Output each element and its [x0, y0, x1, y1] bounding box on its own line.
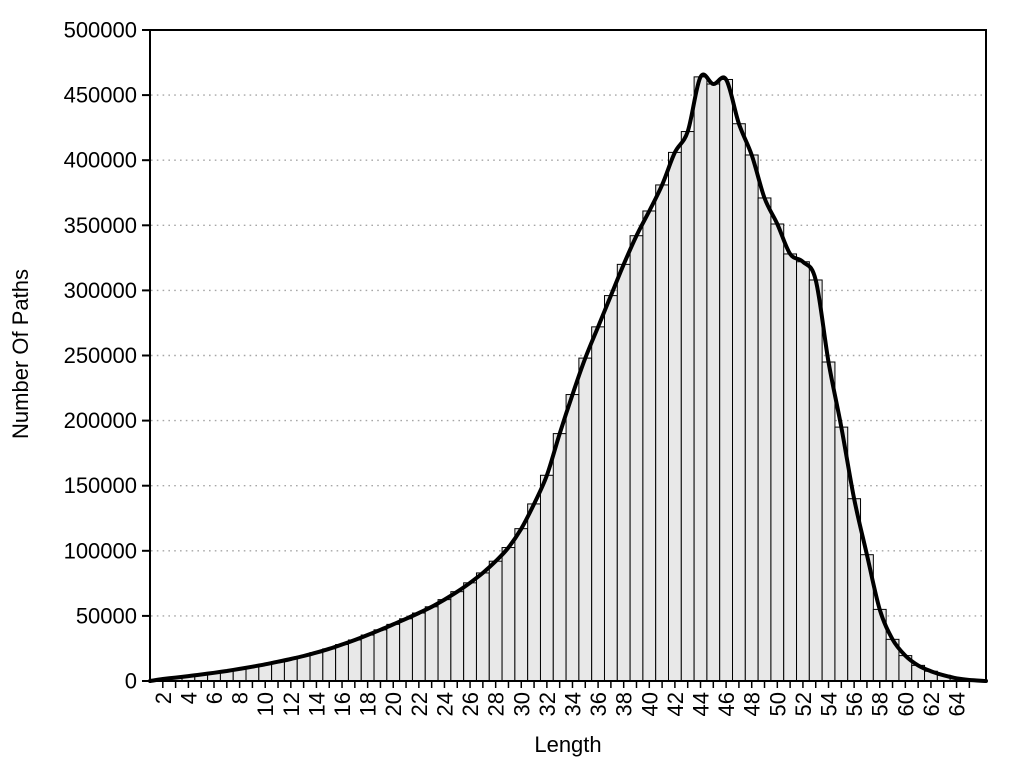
histogram-bar — [475, 572, 490, 682]
y-tick-label: 200000 — [64, 408, 137, 433]
x-tick-label: 64 — [945, 692, 970, 716]
histogram-bar — [539, 474, 554, 682]
histogram-bar — [591, 326, 605, 682]
histogram-bar — [335, 644, 349, 682]
histogram-bar — [501, 547, 516, 682]
x-tick-label: 30 — [509, 692, 534, 716]
y-tick-label: 100000 — [64, 538, 137, 563]
x-tick-label: 10 — [253, 692, 278, 716]
histogram-bar — [322, 648, 337, 682]
histogram-bar — [706, 83, 721, 682]
histogram-bar — [603, 295, 618, 682]
histogram-bar — [527, 503, 541, 682]
histogram-bar — [386, 623, 401, 682]
histogram-bar — [411, 612, 426, 682]
x-tick-label: 4 — [176, 692, 201, 704]
histogram-bar — [424, 606, 439, 682]
y-tick-label: 50000 — [76, 603, 137, 628]
x-tick-label: 18 — [356, 692, 381, 716]
x-tick-label: 28 — [484, 692, 509, 716]
y-tick-label: 300000 — [64, 278, 137, 303]
y-tick-label: 400000 — [64, 148, 137, 173]
x-tick-label: 22 — [407, 692, 432, 716]
x-tick-label: 34 — [560, 692, 585, 716]
x-tick-label: 60 — [893, 692, 918, 716]
histogram-bar — [347, 639, 362, 682]
histogram-bar — [693, 76, 708, 682]
x-tick-label: 56 — [842, 692, 867, 716]
y-tick-label: 500000 — [64, 18, 137, 43]
x-tick-label: 40 — [637, 692, 662, 716]
histogram-bar — [488, 560, 503, 682]
x-tick-label: 26 — [458, 692, 483, 716]
x-tick-label: 50 — [765, 692, 790, 716]
x-tick-label: 36 — [586, 692, 611, 716]
histogram-bar — [463, 582, 477, 682]
histogram-bar — [373, 629, 388, 682]
histogram-bar — [770, 223, 785, 682]
histogram-bar — [655, 184, 669, 682]
histogram-bar — [796, 261, 810, 682]
x-tick-label: 38 — [612, 692, 637, 716]
histogram-bar — [437, 599, 452, 682]
histogram-bar — [565, 394, 580, 682]
x-tick-label: 48 — [740, 692, 765, 716]
histogram-bar — [834, 426, 849, 682]
x-tick-label: 14 — [304, 692, 329, 716]
x-tick-label: 32 — [535, 692, 560, 716]
histogram-bar — [360, 634, 375, 682]
x-tick-label: 12 — [279, 692, 304, 716]
histogram-bar — [642, 210, 657, 682]
histogram-bar — [514, 528, 529, 682]
histogram-bar — [732, 123, 746, 682]
x-tick-label: 54 — [817, 692, 842, 716]
y-tick-label: 0 — [125, 669, 137, 694]
histogram-bar — [552, 433, 567, 682]
y-tick-label: 150000 — [64, 473, 137, 498]
x-tick-label: 62 — [919, 692, 944, 716]
histogram-bar — [757, 197, 772, 682]
x-tick-label: 46 — [714, 692, 739, 716]
y-tick-label: 250000 — [64, 343, 137, 368]
histogram-bar — [629, 235, 644, 682]
y-axis-title: Number Of Paths — [8, 269, 33, 439]
histogram-bar — [667, 151, 682, 682]
x-tick-label: 52 — [791, 692, 816, 716]
y-tick-label: 450000 — [64, 83, 137, 108]
histogram-bar — [783, 253, 798, 682]
histogram-bar — [283, 658, 298, 682]
histogram-bar — [450, 591, 465, 682]
frequency-curve — [148, 72, 988, 683]
histogram-bar — [296, 655, 311, 682]
x-tick-label: 2 — [151, 692, 176, 704]
histogram-bar — [719, 78, 734, 682]
histogram-bar — [399, 618, 413, 682]
histogram-bar — [616, 263, 631, 682]
x-tick-label: 16 — [330, 692, 355, 716]
histogram-bar — [744, 154, 759, 682]
x-tick-label: 24 — [432, 692, 457, 716]
x-tick-label: 6 — [202, 692, 227, 704]
x-axis-title: Length — [534, 732, 602, 757]
histogram-bar — [808, 279, 823, 682]
x-tick-label: 20 — [381, 692, 406, 716]
histogram-bar — [821, 361, 836, 682]
histogram-bar — [578, 357, 593, 682]
histogram-bar — [309, 652, 324, 682]
x-tick-label: 44 — [689, 692, 714, 716]
x-tick-label: 58 — [868, 692, 893, 716]
y-tick-label: 350000 — [64, 213, 137, 238]
x-tick-label: 8 — [228, 692, 253, 704]
x-tick-label: 42 — [663, 692, 688, 716]
histogram-bar — [680, 131, 695, 682]
